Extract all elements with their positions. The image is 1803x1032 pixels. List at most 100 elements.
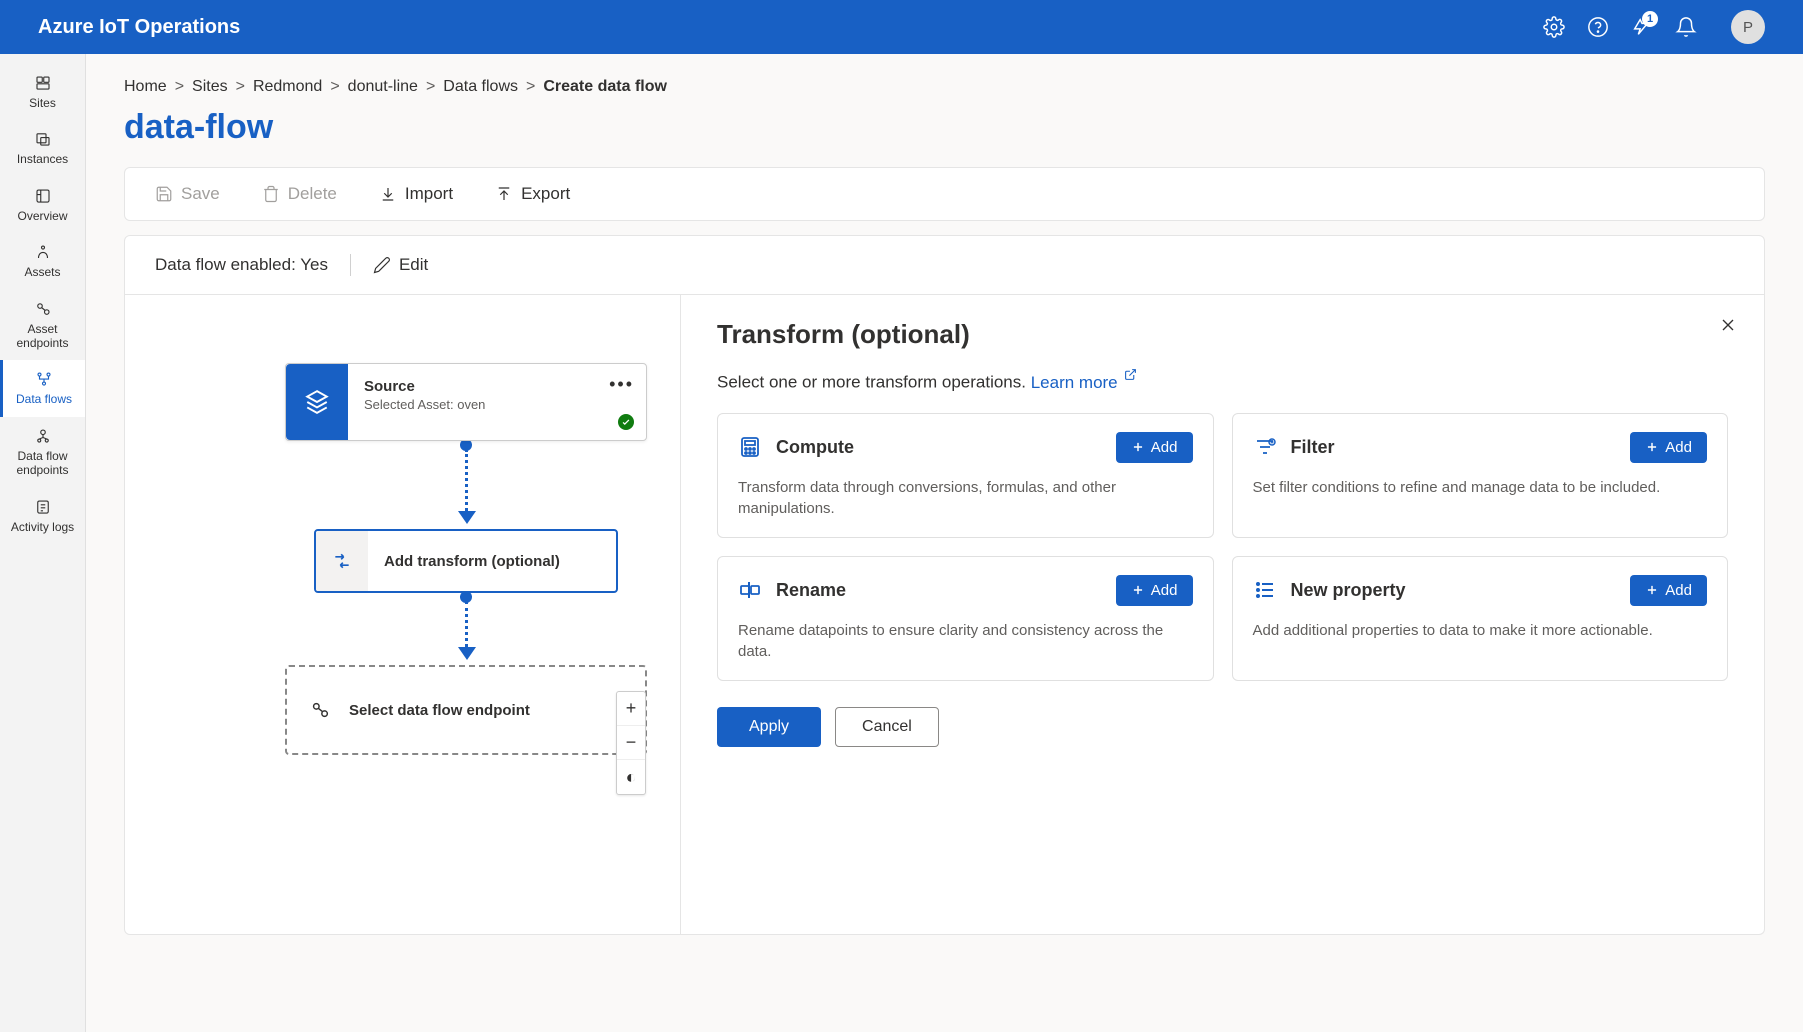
breadcrumb-sep: >	[426, 78, 435, 96]
divider	[350, 254, 351, 276]
apply-button[interactable]: Apply	[717, 707, 821, 747]
toolbar-label: Import	[405, 184, 453, 204]
panel-actions: Apply Cancel	[717, 707, 1728, 747]
feedback-icon[interactable]: 1	[1631, 16, 1653, 38]
sidebar-label: Instances	[17, 152, 68, 166]
toolbar: Save Delete Import Export	[124, 167, 1765, 221]
transform-node[interactable]: Add transform (optional)	[314, 529, 618, 593]
zoom-out-button[interactable]: −	[617, 726, 645, 760]
header-actions: 1 P	[1543, 10, 1765, 44]
more-icon[interactable]: •••	[609, 374, 634, 395]
plus-icon	[1645, 440, 1659, 454]
endpoint-label: Select data flow endpoint	[349, 702, 530, 719]
source-node[interactable]: Source Selected Asset: oven •••	[285, 363, 647, 441]
sidebar-label: Data flows	[16, 392, 72, 406]
source-node-body: Source Selected Asset: oven •••	[348, 364, 646, 440]
transform-label: Add transform (optional)	[368, 553, 616, 570]
breadcrumb-sep: >	[175, 78, 184, 96]
settings-icon[interactable]	[1543, 16, 1565, 38]
sidebar-item-overview[interactable]: Overview	[0, 177, 85, 233]
add-compute-button[interactable]: Add	[1116, 432, 1193, 463]
endpoint-node[interactable]: Select data flow endpoint	[285, 665, 647, 755]
help-icon[interactable]	[1587, 16, 1609, 38]
edit-link[interactable]: Edit	[373, 255, 428, 275]
source-subtitle: Selected Asset: oven	[364, 397, 630, 412]
flow-arrow-icon	[458, 647, 476, 660]
transform-cards: Compute Add Transform data through conve…	[717, 413, 1728, 681]
add-filter-button[interactable]: Add	[1630, 432, 1707, 463]
edit-label: Edit	[399, 255, 428, 275]
compute-icon	[738, 435, 762, 459]
plus-icon	[1645, 583, 1659, 597]
pencil-icon	[373, 256, 391, 274]
panel-description: Select one or more transform operations.…	[717, 366, 1728, 393]
add-property-button[interactable]: Add	[1630, 575, 1707, 606]
sidebar-label: Data flow endpoints	[4, 449, 81, 478]
breadcrumb-link[interactable]: Home	[124, 78, 167, 96]
cube-icon	[304, 389, 330, 415]
export-icon	[495, 185, 513, 203]
check-icon	[618, 414, 634, 430]
sidebar-item-instances[interactable]: Instances	[0, 120, 85, 176]
sidebar-item-data-flows[interactable]: Data flows	[0, 360, 85, 416]
close-icon[interactable]	[1718, 315, 1738, 341]
add-rename-button[interactable]: Add	[1116, 575, 1193, 606]
sidebar-label: Overview	[17, 209, 67, 223]
card-description: Set filter conditions to refine and mana…	[1253, 477, 1708, 498]
sidebar-label: Sites	[29, 96, 56, 110]
transform-icon	[316, 531, 368, 591]
export-button[interactable]: Export	[495, 184, 570, 204]
breadcrumb-link[interactable]: Data flows	[443, 78, 518, 96]
zoom-in-button[interactable]: +	[617, 692, 645, 726]
sidebar-item-asset-endpoints[interactable]: Asset endpoints	[0, 290, 85, 361]
plus-icon	[1131, 583, 1145, 597]
source-node-icon	[286, 364, 348, 440]
sidebar-label: Assets	[24, 265, 60, 279]
flow-arrow-icon	[458, 511, 476, 524]
breadcrumb: Home > Sites > Redmond > donut-line > Da…	[124, 78, 1765, 96]
card-title: New property	[1291, 580, 1406, 601]
workspace: Source Selected Asset: oven ••• Add tran…	[124, 295, 1765, 935]
external-link-icon	[1124, 366, 1137, 386]
content-area: Home > Sites > Redmond > donut-line > Da…	[86, 54, 1803, 1032]
import-button[interactable]: Import	[379, 184, 453, 204]
card-description: Transform data through conversions, form…	[738, 477, 1193, 519]
breadcrumb-sep: >	[236, 78, 245, 96]
app-header: Azure IoT Operations 1 P	[0, 0, 1803, 54]
endpoint-icon	[309, 699, 331, 721]
trash-icon	[262, 185, 280, 203]
import-icon	[379, 185, 397, 203]
notification-badge: 1	[1642, 11, 1658, 27]
user-avatar[interactable]: P	[1731, 10, 1765, 44]
delete-button: Delete	[262, 184, 337, 204]
list-icon	[1253, 578, 1277, 602]
rename-icon	[738, 578, 762, 602]
breadcrumb-link[interactable]: donut-line	[348, 78, 418, 96]
sidebar-item-assets[interactable]: Assets	[0, 233, 85, 289]
zoom-controls: + − ◐	[616, 691, 646, 795]
toolbar-label: Delete	[288, 184, 337, 204]
filter-icon	[1253, 435, 1277, 459]
toolbar-label: Export	[521, 184, 570, 204]
sidebar-item-activity-logs[interactable]: Activity logs	[0, 488, 85, 544]
cancel-button[interactable]: Cancel	[835, 707, 939, 747]
learn-more-link[interactable]: Learn more	[1031, 373, 1138, 392]
sidebar: Sites Instances Overview Assets Asset en…	[0, 54, 86, 1032]
sidebar-item-sites[interactable]: Sites	[0, 64, 85, 120]
new-property-card: New property Add Add additional properti…	[1232, 556, 1729, 681]
status-bar: Data flow enabled: Yes Edit	[124, 235, 1765, 295]
source-title: Source	[364, 378, 630, 395]
app-title: Azure IoT Operations	[38, 16, 1543, 39]
breadcrumb-link[interactable]: Redmond	[253, 78, 322, 96]
zoom-reset-button[interactable]: ◐	[617, 760, 645, 794]
flow-connector-line	[465, 449, 468, 511]
sidebar-item-dataflow-endpoints[interactable]: Data flow endpoints	[0, 417, 85, 488]
save-button: Save	[155, 184, 220, 204]
transform-panel: Transform (optional) Select one or more …	[681, 295, 1764, 934]
breadcrumb-link[interactable]: Sites	[192, 78, 228, 96]
notification-icon[interactable]	[1675, 16, 1697, 38]
card-title: Filter	[1291, 437, 1335, 458]
card-title: Rename	[776, 580, 846, 601]
save-icon	[155, 185, 173, 203]
sidebar-label: Activity logs	[11, 520, 74, 534]
